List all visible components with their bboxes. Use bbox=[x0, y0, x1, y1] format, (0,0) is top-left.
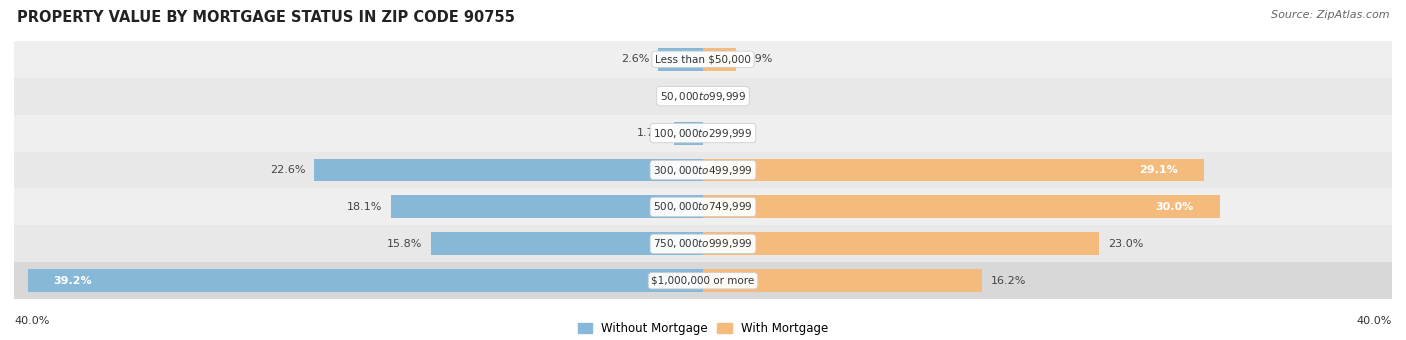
Bar bbox=[703, 48, 735, 71]
Text: $500,000 to $749,999: $500,000 to $749,999 bbox=[654, 200, 752, 214]
Bar bbox=[430, 232, 703, 255]
Text: 15.8%: 15.8% bbox=[387, 239, 422, 249]
Bar bbox=[703, 269, 981, 292]
Bar bbox=[703, 232, 1099, 255]
Bar bbox=[14, 115, 1392, 152]
Bar bbox=[314, 158, 703, 182]
Bar bbox=[391, 195, 703, 218]
Text: PROPERTY VALUE BY MORTGAGE STATUS IN ZIP CODE 90755: PROPERTY VALUE BY MORTGAGE STATUS IN ZIP… bbox=[17, 10, 515, 25]
Bar bbox=[14, 152, 1392, 188]
Text: 29.1%: 29.1% bbox=[1140, 165, 1178, 175]
Legend: Without Mortgage, With Mortgage: Without Mortgage, With Mortgage bbox=[574, 317, 832, 340]
Bar bbox=[14, 225, 1392, 262]
Text: 39.2%: 39.2% bbox=[53, 276, 93, 286]
Text: 1.7%: 1.7% bbox=[637, 128, 665, 138]
Bar bbox=[14, 41, 1392, 78]
Text: 18.1%: 18.1% bbox=[347, 202, 382, 212]
Text: 1.9%: 1.9% bbox=[744, 54, 773, 64]
Text: $100,000 to $299,999: $100,000 to $299,999 bbox=[654, 126, 752, 140]
Bar bbox=[14, 262, 1392, 299]
Text: 23.0%: 23.0% bbox=[1108, 239, 1143, 249]
Text: 2.6%: 2.6% bbox=[621, 54, 650, 64]
Text: $50,000 to $99,999: $50,000 to $99,999 bbox=[659, 90, 747, 103]
Text: 16.2%: 16.2% bbox=[991, 276, 1026, 286]
Text: $300,000 to $499,999: $300,000 to $499,999 bbox=[654, 164, 752, 176]
Text: $1,000,000 or more: $1,000,000 or more bbox=[651, 276, 755, 286]
Bar bbox=[673, 122, 703, 144]
Text: Less than $50,000: Less than $50,000 bbox=[655, 54, 751, 64]
Bar bbox=[658, 48, 703, 71]
Text: 22.6%: 22.6% bbox=[270, 165, 305, 175]
Text: 40.0%: 40.0% bbox=[14, 317, 49, 326]
Bar bbox=[14, 78, 1392, 115]
Text: 30.0%: 30.0% bbox=[1156, 202, 1194, 212]
Text: 40.0%: 40.0% bbox=[1357, 317, 1392, 326]
Bar bbox=[703, 158, 1204, 182]
Bar bbox=[14, 188, 1392, 225]
Bar bbox=[28, 269, 703, 292]
Bar bbox=[703, 195, 1219, 218]
Text: Source: ZipAtlas.com: Source: ZipAtlas.com bbox=[1271, 10, 1389, 20]
Text: $750,000 to $999,999: $750,000 to $999,999 bbox=[654, 237, 752, 250]
